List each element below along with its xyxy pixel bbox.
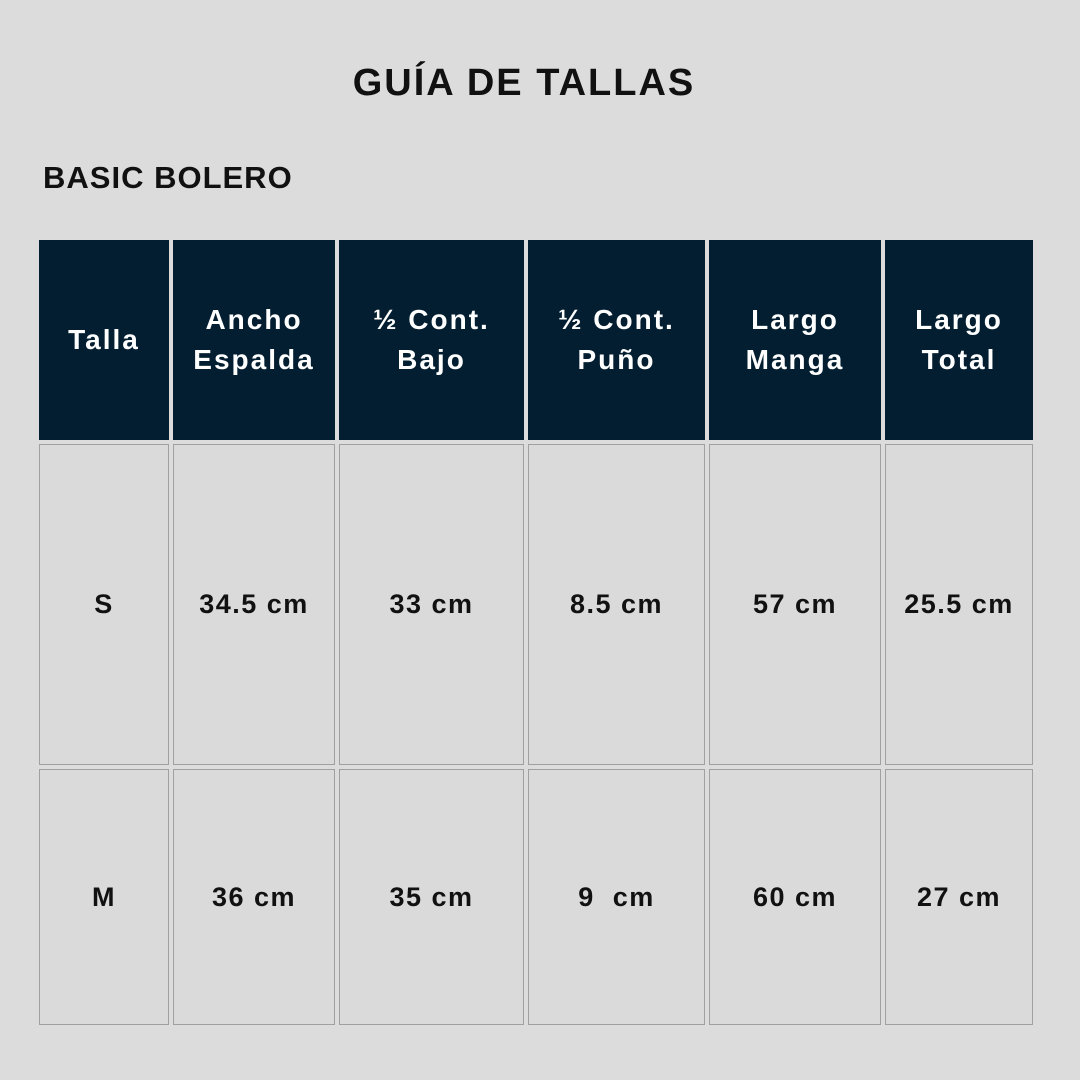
table-cell: S	[39, 444, 169, 765]
column-header: ½ Cont. Puño	[528, 240, 705, 440]
header-label: ½ Cont.	[558, 304, 675, 335]
header-label: Ancho	[205, 304, 303, 335]
table-cell: 9 cm	[528, 769, 705, 1025]
column-header: ½ Cont. Bajo	[339, 240, 524, 440]
column-header: Largo Manga	[709, 240, 881, 440]
table-cell: 33 cm	[339, 444, 524, 765]
table-cell: 25.5 cm	[885, 444, 1033, 765]
table-cell: 8.5 cm	[528, 444, 705, 765]
table-cell: 34.5 cm	[173, 444, 335, 765]
table-cell: 57 cm	[709, 444, 881, 765]
column-header: Ancho Espalda	[173, 240, 335, 440]
table-cell: M	[39, 769, 169, 1025]
product-name: BASIC BOLERO	[43, 160, 293, 195]
table-cell: 27 cm	[885, 769, 1033, 1025]
header-label: Manga	[745, 344, 845, 375]
header-label: Largo	[915, 304, 1003, 335]
column-header: Largo Total	[885, 240, 1033, 440]
table-cell: 36 cm	[173, 769, 335, 1025]
table-cell: 35 cm	[339, 769, 524, 1025]
column-header: Talla	[39, 240, 169, 440]
table-cell: 60 cm	[709, 769, 881, 1025]
header-label: Espalda	[193, 344, 315, 375]
header-label: Bajo	[397, 344, 466, 375]
header-label: Largo	[751, 304, 839, 335]
page-title: GUÍA DE TALLAS	[352, 62, 696, 104]
header-label: Talla	[68, 324, 140, 355]
header-label: ½ Cont.	[373, 304, 490, 335]
header-label: Total	[921, 344, 997, 375]
header-label: Puño	[577, 344, 656, 375]
